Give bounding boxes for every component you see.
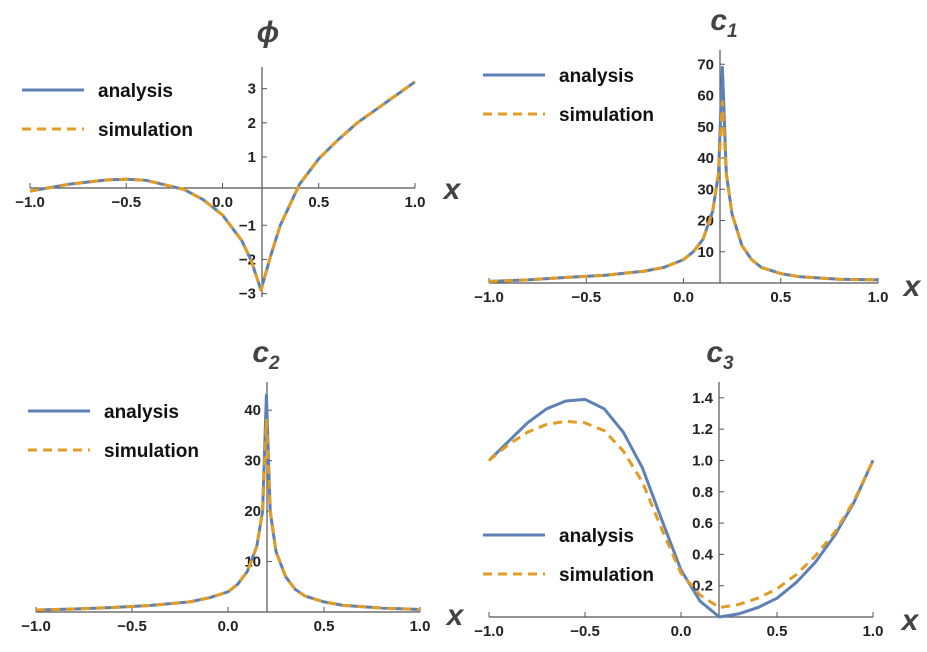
chart-title-subscript: 2 — [268, 353, 280, 374]
x-tick-label: 0.0 — [673, 289, 694, 306]
x-axis-label: x — [902, 270, 922, 303]
x-axis-label: x — [442, 173, 462, 206]
y-tick-label: 3 — [248, 81, 256, 98]
legend-label-analysis: analysis — [559, 526, 634, 547]
series-line-analysis — [488, 65, 879, 283]
x-tick-label: −1.0 — [474, 289, 504, 306]
y-tick-label: 30 — [244, 453, 261, 470]
x-tick-label: −0.5 — [571, 289, 601, 306]
series-line-simulation — [488, 100, 879, 283]
y-tick-label: 0.8 — [692, 484, 713, 501]
x-axis-label: x — [445, 599, 465, 632]
chart-panel-2: −1.0 −0.5 0.0 0.5 1.010203040506070c1xanalys… — [474, 4, 921, 306]
x-tick-label: 0.5 — [767, 623, 788, 640]
y-tick-label: 70 — [697, 56, 714, 73]
chart-panel-4: −1.0 −0.5 0.0 0.5 1.0 0.2 0.4 0.6 0.8 1.0 1.2 1.4 c3… — [474, 336, 919, 640]
x-tick-label: 0.0 — [671, 623, 692, 640]
chart-title-main: ϕ — [257, 16, 280, 49]
y-tick-label: 0.2 — [692, 578, 713, 595]
y-tick-label: 10 — [697, 244, 714, 261]
x-tick-label: 0.5 — [308, 194, 329, 211]
y-tick-label: 0.6 — [692, 515, 713, 532]
series-line-simulation — [29, 80, 416, 292]
y-tick-label: 1.0 — [692, 452, 713, 469]
legend-label-analysis: analysis — [98, 81, 173, 102]
x-axis-label: x — [900, 604, 920, 637]
y-tick-label: 50 — [697, 119, 714, 136]
y-tick-label: 60 — [697, 88, 714, 105]
y-tick-label: 2 — [248, 115, 256, 132]
legend: analysis simulation — [483, 526, 654, 586]
chart-title: c2 — [252, 336, 280, 374]
x-tick-label: 0.5 — [314, 618, 335, 635]
y-tick-label: 1 — [248, 149, 256, 166]
legend: analysis simulation — [483, 66, 654, 126]
x-tick-label: 0.0 — [212, 194, 233, 211]
legend-label-simulation: simulation — [559, 565, 654, 586]
x-tick-label: 1.0 — [863, 623, 884, 640]
x-tick-label: −0.5 — [570, 623, 600, 640]
x-tick-label: 0.0 — [218, 618, 239, 635]
x-tick-label: −1.0 — [21, 618, 51, 635]
x-tick-label: −1.0 — [474, 623, 504, 640]
y-tick-label: 40 — [244, 402, 261, 419]
legend-label-simulation: simulation — [559, 105, 654, 126]
chart-title-subscript: 3 — [723, 353, 734, 374]
x-tick-label: 1.0 — [410, 618, 431, 635]
chart-title: ϕ — [257, 16, 280, 49]
series-line-analysis — [35, 393, 421, 612]
chart-title: c3 — [706, 336, 734, 374]
x-tick-label: 0.5 — [770, 289, 791, 306]
chart-title: c1 — [710, 4, 737, 42]
x-tick-label: 1.0 — [405, 194, 426, 211]
y-tick-label: 30 — [697, 181, 714, 198]
series-line-simulation — [488, 419, 875, 610]
legend-label-simulation: simulation — [98, 120, 193, 141]
legend-label-analysis: analysis — [104, 402, 179, 423]
legend-label-analysis: analysis — [559, 66, 634, 87]
y-tick-label: 40 — [697, 150, 714, 167]
chart-panel-3: −1.0 −0.5 0.0 0.5 1.010203040c2xanalysissimu… — [21, 336, 464, 635]
y-tick-label: 20 — [244, 503, 261, 520]
chart-title-main: c — [252, 336, 269, 369]
chart-title-main: c — [706, 336, 723, 369]
x-tick-label: 1.0 — [868, 289, 889, 306]
legend: analysis simulation — [28, 402, 199, 462]
chart-panel-1: −1.0 −0.5 0.0 0.5 1.0−3−2−1123ϕxanalysissimu… — [15, 16, 461, 303]
chart-title-main: c — [710, 4, 727, 37]
y-tick-label: 0.4 — [692, 546, 714, 563]
x-tick-label: −0.5 — [111, 194, 141, 211]
legend: analysis simulation — [22, 81, 193, 141]
x-tick-label: −1.0 — [15, 194, 45, 211]
x-tick-label: −0.5 — [117, 618, 147, 635]
chart-title-subscript: 1 — [727, 21, 738, 42]
y-tick-label: 1.4 — [692, 390, 714, 407]
y-tick-label: −1 — [239, 217, 256, 234]
legend-label-simulation: simulation — [104, 441, 199, 462]
series-line-analysis — [487, 397, 875, 619]
y-tick-label: −3 — [239, 286, 256, 303]
y-tick-label: 1.2 — [692, 421, 713, 438]
series-line-simulation — [35, 418, 421, 612]
